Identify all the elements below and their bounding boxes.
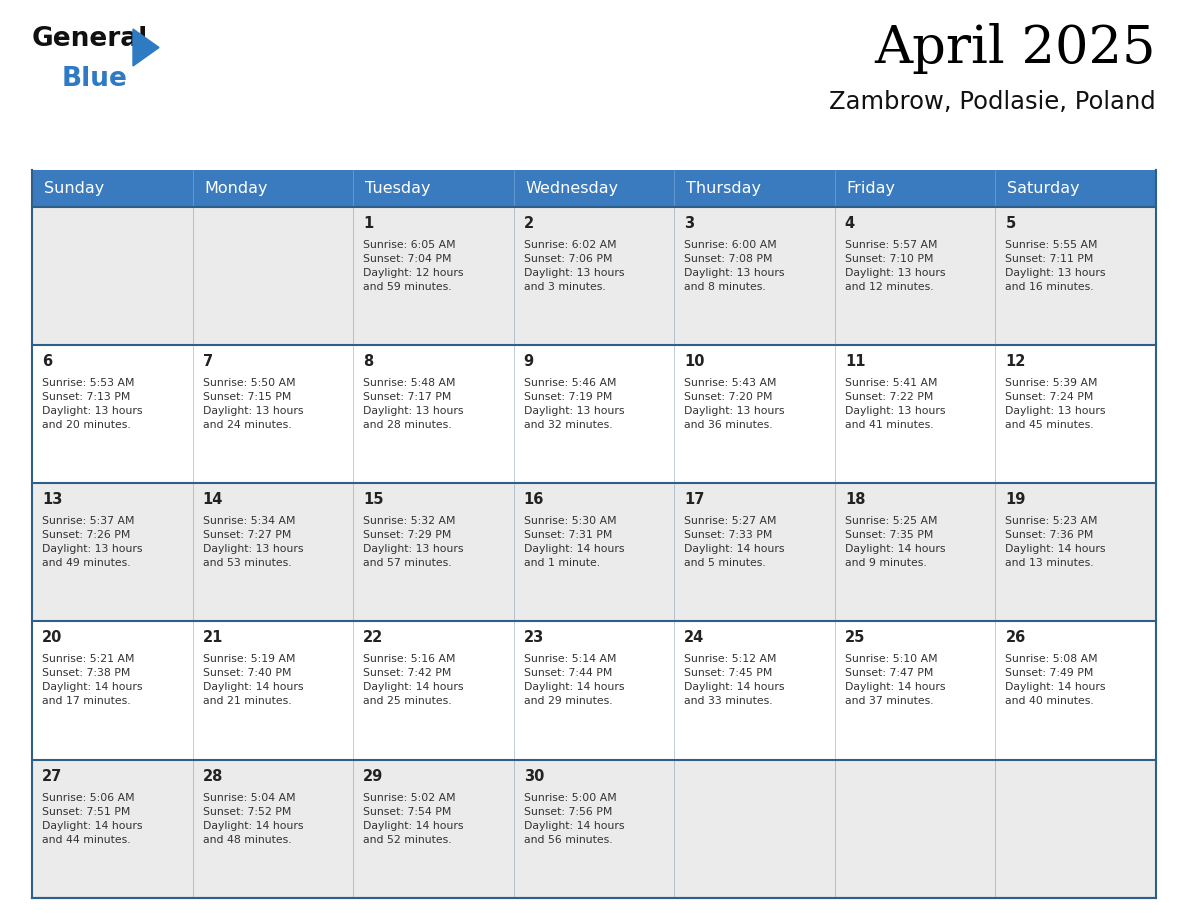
Text: 30: 30 <box>524 768 544 784</box>
Text: 17: 17 <box>684 492 704 507</box>
Text: 23: 23 <box>524 631 544 645</box>
Text: Sunrise: 5:27 AM
Sunset: 7:33 PM
Daylight: 14 hours
and 5 minutes.: Sunrise: 5:27 AM Sunset: 7:33 PM Dayligh… <box>684 516 785 568</box>
Text: Saturday: Saturday <box>1007 181 1080 196</box>
Text: Sunday: Sunday <box>44 181 105 196</box>
Text: Sunrise: 5:02 AM
Sunset: 7:54 PM
Daylight: 14 hours
and 52 minutes.: Sunrise: 5:02 AM Sunset: 7:54 PM Dayligh… <box>364 793 463 845</box>
Text: Sunrise: 5:53 AM
Sunset: 7:13 PM
Daylight: 13 hours
and 20 minutes.: Sunrise: 5:53 AM Sunset: 7:13 PM Dayligh… <box>42 378 143 430</box>
Text: Sunrise: 5:00 AM
Sunset: 7:56 PM
Daylight: 14 hours
and 56 minutes.: Sunrise: 5:00 AM Sunset: 7:56 PM Dayligh… <box>524 793 624 845</box>
Text: Sunrise: 5:43 AM
Sunset: 7:20 PM
Daylight: 13 hours
and 36 minutes.: Sunrise: 5:43 AM Sunset: 7:20 PM Dayligh… <box>684 378 785 430</box>
Text: 7: 7 <box>203 353 213 369</box>
Text: Sunrise: 6:02 AM
Sunset: 7:06 PM
Daylight: 13 hours
and 3 minutes.: Sunrise: 6:02 AM Sunset: 7:06 PM Dayligh… <box>524 240 624 292</box>
Text: Sunrise: 5:23 AM
Sunset: 7:36 PM
Daylight: 14 hours
and 13 minutes.: Sunrise: 5:23 AM Sunset: 7:36 PM Dayligh… <box>1005 516 1106 568</box>
Text: Sunrise: 5:55 AM
Sunset: 7:11 PM
Daylight: 13 hours
and 16 minutes.: Sunrise: 5:55 AM Sunset: 7:11 PM Dayligh… <box>1005 240 1106 292</box>
Bar <box>32 760 1156 898</box>
Text: Zambrow, Podlasie, Poland: Zambrow, Podlasie, Poland <box>829 90 1156 114</box>
Text: Tuesday: Tuesday <box>365 181 430 196</box>
Text: 2: 2 <box>524 216 533 230</box>
Bar <box>32 621 1156 760</box>
Text: Sunrise: 5:50 AM
Sunset: 7:15 PM
Daylight: 13 hours
and 24 minutes.: Sunrise: 5:50 AM Sunset: 7:15 PM Dayligh… <box>203 378 303 430</box>
Text: 16: 16 <box>524 492 544 507</box>
Text: 8: 8 <box>364 353 373 369</box>
Text: 12: 12 <box>1005 353 1025 369</box>
Text: Wednesday: Wednesday <box>526 181 619 196</box>
Text: Monday: Monday <box>204 181 268 196</box>
Text: Sunrise: 5:34 AM
Sunset: 7:27 PM
Daylight: 13 hours
and 53 minutes.: Sunrise: 5:34 AM Sunset: 7:27 PM Dayligh… <box>203 516 303 568</box>
Text: 3: 3 <box>684 216 695 230</box>
Text: 21: 21 <box>203 631 223 645</box>
Text: Sunrise: 6:00 AM
Sunset: 7:08 PM
Daylight: 13 hours
and 8 minutes.: Sunrise: 6:00 AM Sunset: 7:08 PM Dayligh… <box>684 240 785 292</box>
Text: 9: 9 <box>524 353 533 369</box>
Text: April 2025: April 2025 <box>874 23 1156 74</box>
Text: 22: 22 <box>364 631 384 645</box>
Text: Sunrise: 5:06 AM
Sunset: 7:51 PM
Daylight: 14 hours
and 44 minutes.: Sunrise: 5:06 AM Sunset: 7:51 PM Dayligh… <box>42 793 143 845</box>
Text: Sunrise: 5:41 AM
Sunset: 7:22 PM
Daylight: 13 hours
and 41 minutes.: Sunrise: 5:41 AM Sunset: 7:22 PM Dayligh… <box>845 378 946 430</box>
Text: 15: 15 <box>364 492 384 507</box>
Bar <box>32 170 1156 207</box>
Text: Sunrise: 5:19 AM
Sunset: 7:40 PM
Daylight: 14 hours
and 21 minutes.: Sunrise: 5:19 AM Sunset: 7:40 PM Dayligh… <box>203 655 303 706</box>
Text: Sunrise: 5:30 AM
Sunset: 7:31 PM
Daylight: 14 hours
and 1 minute.: Sunrise: 5:30 AM Sunset: 7:31 PM Dayligh… <box>524 516 624 568</box>
Text: 24: 24 <box>684 631 704 645</box>
Text: Blue: Blue <box>62 66 128 92</box>
Text: Sunrise: 5:12 AM
Sunset: 7:45 PM
Daylight: 14 hours
and 33 minutes.: Sunrise: 5:12 AM Sunset: 7:45 PM Dayligh… <box>684 655 785 706</box>
Text: 20: 20 <box>42 631 63 645</box>
Text: 18: 18 <box>845 492 865 507</box>
Text: 5: 5 <box>1005 216 1016 230</box>
Text: 11: 11 <box>845 353 865 369</box>
Text: Sunrise: 5:48 AM
Sunset: 7:17 PM
Daylight: 13 hours
and 28 minutes.: Sunrise: 5:48 AM Sunset: 7:17 PM Dayligh… <box>364 378 463 430</box>
Text: Sunrise: 5:46 AM
Sunset: 7:19 PM
Daylight: 13 hours
and 32 minutes.: Sunrise: 5:46 AM Sunset: 7:19 PM Dayligh… <box>524 378 624 430</box>
Text: Sunrise: 5:21 AM
Sunset: 7:38 PM
Daylight: 14 hours
and 17 minutes.: Sunrise: 5:21 AM Sunset: 7:38 PM Dayligh… <box>42 655 143 706</box>
Text: 10: 10 <box>684 353 704 369</box>
Text: 29: 29 <box>364 768 384 784</box>
Text: 28: 28 <box>203 768 223 784</box>
Text: 4: 4 <box>845 216 855 230</box>
Text: Sunrise: 5:37 AM
Sunset: 7:26 PM
Daylight: 13 hours
and 49 minutes.: Sunrise: 5:37 AM Sunset: 7:26 PM Dayligh… <box>42 516 143 568</box>
Text: Sunrise: 5:32 AM
Sunset: 7:29 PM
Daylight: 13 hours
and 57 minutes.: Sunrise: 5:32 AM Sunset: 7:29 PM Dayligh… <box>364 516 463 568</box>
Text: Sunrise: 5:04 AM
Sunset: 7:52 PM
Daylight: 14 hours
and 48 minutes.: Sunrise: 5:04 AM Sunset: 7:52 PM Dayligh… <box>203 793 303 845</box>
Text: Sunrise: 5:16 AM
Sunset: 7:42 PM
Daylight: 14 hours
and 25 minutes.: Sunrise: 5:16 AM Sunset: 7:42 PM Dayligh… <box>364 655 463 706</box>
Text: Sunrise: 5:57 AM
Sunset: 7:10 PM
Daylight: 13 hours
and 12 minutes.: Sunrise: 5:57 AM Sunset: 7:10 PM Dayligh… <box>845 240 946 292</box>
Text: Sunrise: 5:08 AM
Sunset: 7:49 PM
Daylight: 14 hours
and 40 minutes.: Sunrise: 5:08 AM Sunset: 7:49 PM Dayligh… <box>1005 655 1106 706</box>
Text: Sunrise: 5:10 AM
Sunset: 7:47 PM
Daylight: 14 hours
and 37 minutes.: Sunrise: 5:10 AM Sunset: 7:47 PM Dayligh… <box>845 655 946 706</box>
Text: 27: 27 <box>42 768 62 784</box>
Text: Friday: Friday <box>847 181 896 196</box>
Text: Sunrise: 5:39 AM
Sunset: 7:24 PM
Daylight: 13 hours
and 45 minutes.: Sunrise: 5:39 AM Sunset: 7:24 PM Dayligh… <box>1005 378 1106 430</box>
Text: 25: 25 <box>845 631 865 645</box>
Text: 6: 6 <box>42 353 52 369</box>
Text: 19: 19 <box>1005 492 1025 507</box>
Text: General: General <box>32 26 148 52</box>
Bar <box>32 345 1156 483</box>
Bar <box>32 207 1156 345</box>
Text: Sunrise: 6:05 AM
Sunset: 7:04 PM
Daylight: 12 hours
and 59 minutes.: Sunrise: 6:05 AM Sunset: 7:04 PM Dayligh… <box>364 240 463 292</box>
Polygon shape <box>133 29 159 66</box>
Bar <box>32 483 1156 621</box>
Text: 14: 14 <box>203 492 223 507</box>
Text: 1: 1 <box>364 216 373 230</box>
Text: Sunrise: 5:25 AM
Sunset: 7:35 PM
Daylight: 14 hours
and 9 minutes.: Sunrise: 5:25 AM Sunset: 7:35 PM Dayligh… <box>845 516 946 568</box>
Text: Sunrise: 5:14 AM
Sunset: 7:44 PM
Daylight: 14 hours
and 29 minutes.: Sunrise: 5:14 AM Sunset: 7:44 PM Dayligh… <box>524 655 624 706</box>
Text: Thursday: Thursday <box>687 181 762 196</box>
Text: 26: 26 <box>1005 631 1025 645</box>
Text: 13: 13 <box>42 492 63 507</box>
